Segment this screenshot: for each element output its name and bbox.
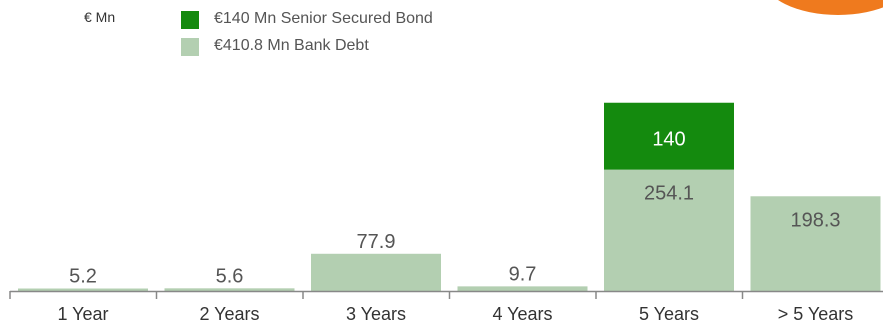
data-label-bank-debt: 198.3 — [790, 209, 840, 231]
bar-senior-bond — [604, 102, 734, 170]
bar-bank-debt — [457, 286, 588, 291]
legend-label-bank-debt: €410.8 Mn Bank Debt — [214, 37, 369, 54]
x-tick-label: > 5 Years — [778, 304, 854, 324]
x-tick-label: 1 Year — [57, 304, 108, 324]
data-label-senior-bond: 140 — [652, 129, 685, 151]
legend-swatch-bond — [181, 11, 199, 29]
legend-swatch-bank-debt — [181, 38, 199, 56]
x-tick-label: 3 Years — [346, 304, 406, 324]
data-label-bank-debt: 77.9 — [357, 231, 396, 253]
bar-bank-debt — [164, 288, 295, 291]
data-label-bank-debt: 5.2 — [69, 266, 97, 288]
unit-label: € Mn — [84, 9, 116, 25]
bar-bank-debt — [311, 253, 441, 291]
bar-bank-debt — [604, 169, 734, 291]
data-label-bank-debt: 5.6 — [216, 265, 244, 287]
x-tick-label: 2 Years — [199, 304, 259, 324]
data-label-bank-debt: 254.1 — [644, 183, 694, 205]
data-label-bank-debt: 9.7 — [509, 263, 537, 285]
x-tick-label: 4 Years — [492, 304, 552, 324]
bar-bank-debt — [18, 288, 148, 291]
legend-label-bond: €140 Mn Senior Secured Bond — [214, 10, 433, 27]
bar-bank-debt — [750, 196, 881, 291]
x-tick-label: 5 Years — [639, 304, 699, 324]
